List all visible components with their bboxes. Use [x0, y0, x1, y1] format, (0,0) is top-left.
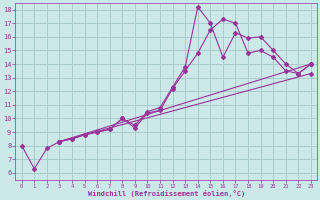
X-axis label: Windchill (Refroidissement éolien,°C): Windchill (Refroidissement éolien,°C) [88, 190, 245, 197]
